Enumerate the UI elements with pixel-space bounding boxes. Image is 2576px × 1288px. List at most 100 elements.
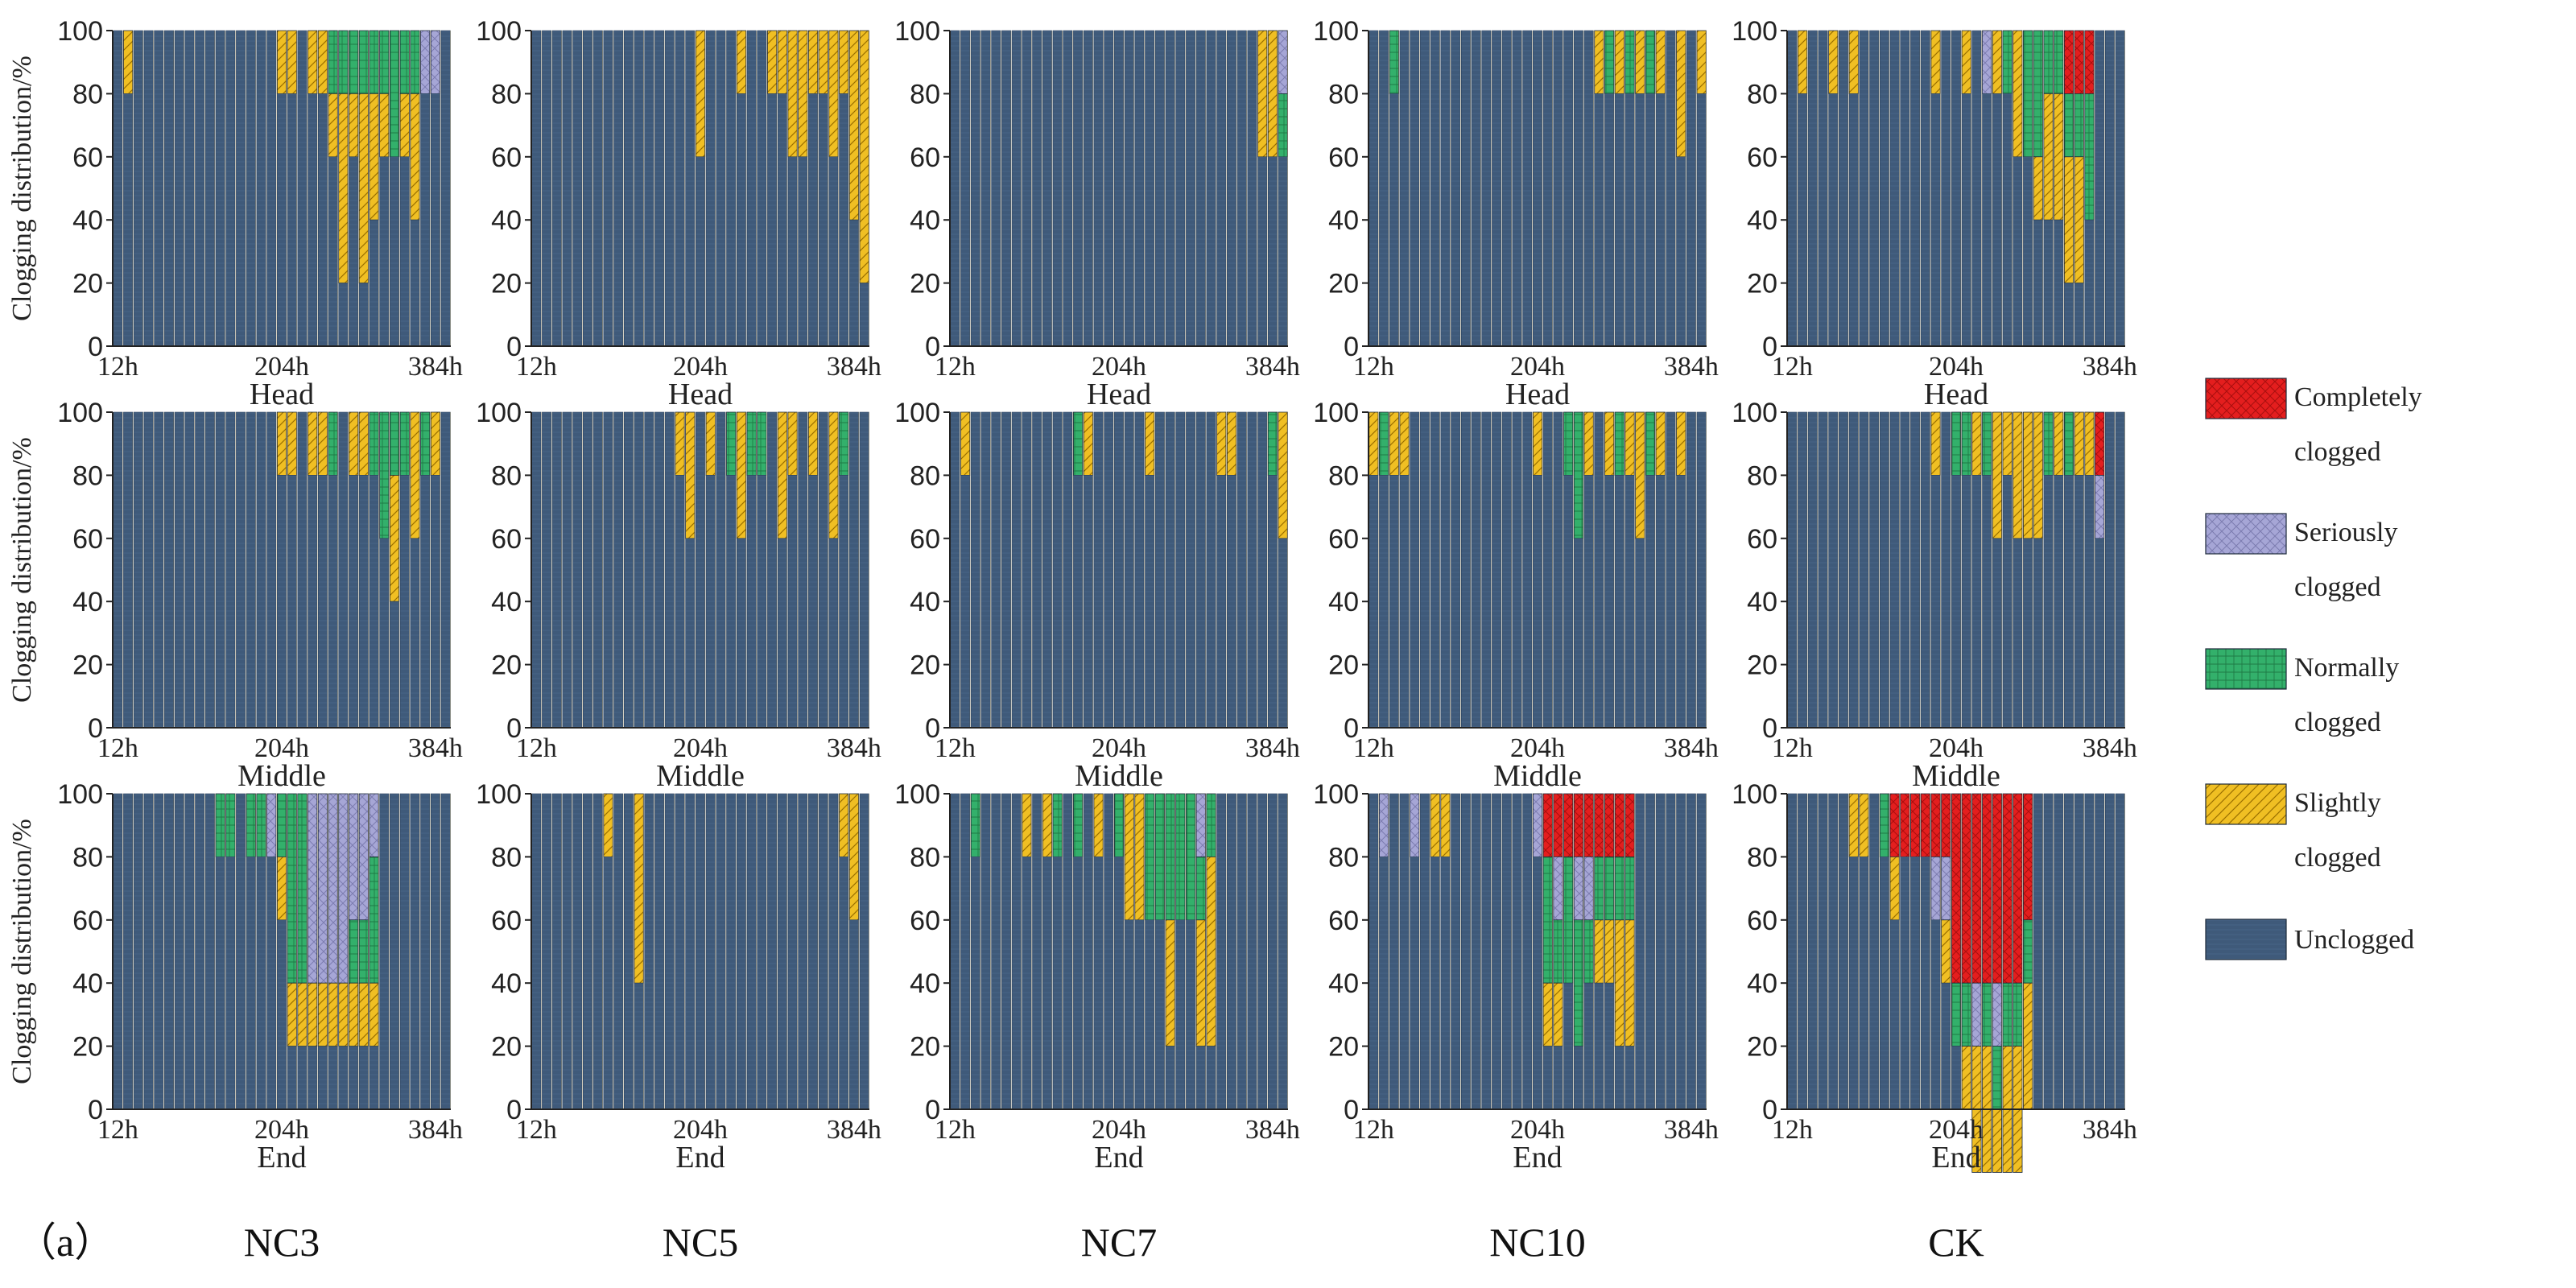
bar-segment-slightly (358, 93, 369, 283)
bar-segment-unclogged (1686, 30, 1696, 347)
bar-segment-unclogged (440, 30, 451, 347)
bar-segment-slightly (2023, 411, 2033, 539)
x-tick-label: 12h (1353, 1115, 1394, 1145)
x-tick-label: 384h (408, 1115, 463, 1145)
bar-segment-slightly (1022, 793, 1032, 857)
bar-segment-unclogged (1951, 1046, 1961, 1110)
bar-segment-completely (1889, 793, 1900, 857)
y-tick-label: 60 (910, 524, 940, 555)
bar-segment-unclogged (991, 411, 1001, 729)
bar-segment-unclogged (603, 857, 613, 1110)
bar-segment-unclogged (1982, 93, 1992, 347)
bar-segment-unclogged (1624, 475, 1635, 729)
bar-segment-unclogged (123, 793, 134, 1110)
bar-segment-unclogged (420, 93, 431, 347)
bar-segment-completely (1971, 793, 1982, 984)
bar-segment-unclogged (1614, 93, 1624, 347)
bar-segment-unclogged (2002, 475, 2013, 729)
bar-segment-slightly (1206, 857, 1216, 1047)
bar-segment-unclogged (1961, 93, 1971, 347)
x-tick-label: 204h (673, 352, 728, 382)
bar-segment-completely (1624, 793, 1635, 857)
bar-segment-normally (726, 411, 737, 476)
bar-segment-unclogged (328, 1046, 338, 1110)
bar-segment-unclogged (1992, 93, 2002, 347)
bar-segment-slightly (2074, 411, 2084, 476)
bar-segment-normally (1389, 30, 1399, 94)
bar-segment-unclogged (1124, 411, 1134, 729)
bar-segment-seriously (1410, 793, 1420, 857)
bar-segment-slightly (1430, 793, 1440, 857)
bar-segment-slightly (1930, 30, 1941, 94)
bar-segment-unclogged (859, 793, 869, 1110)
bar-segment-unclogged (1655, 475, 1666, 729)
bar-segment-normally (369, 857, 379, 984)
bar-segment-unclogged (2054, 793, 2064, 1110)
y-tick-label: 20 (491, 269, 522, 299)
bar-segment-slightly (1583, 411, 1594, 476)
bar-segment-unclogged (613, 793, 624, 1110)
bar-segment-unclogged (369, 475, 379, 729)
bar-segment-unclogged (1910, 411, 1921, 729)
bar-segment-slightly (1604, 411, 1615, 476)
bar-segment-unclogged (154, 793, 164, 1110)
bar-segment-unclogged (399, 475, 410, 729)
bar-segment-unclogged (634, 982, 644, 1110)
bar-segment-unclogged (675, 793, 685, 1110)
bar-segment-unclogged (991, 30, 1001, 347)
y-tick-label: 100 (1313, 779, 1359, 810)
y-tick-label: 100 (476, 398, 522, 428)
y-tick-label: 60 (910, 142, 940, 173)
x-tick-label: 12h (1772, 352, 1813, 382)
y-tick-label: 60 (1328, 906, 1359, 936)
bar-segment-unclogged (859, 411, 869, 729)
bar-segment-unclogged (746, 793, 757, 1110)
bar-segment-slightly (767, 30, 778, 94)
bar-segment-unclogged (1083, 475, 1093, 729)
x-tick-label: 12h (97, 1115, 138, 1145)
bar-segment-unclogged (143, 793, 154, 1110)
bar-segment-slightly (287, 411, 297, 476)
bar-segment-unclogged (379, 156, 390, 347)
y-tick-label: 20 (72, 650, 103, 681)
bar-segment-normally (389, 30, 400, 158)
bar-segment-unclogged (705, 793, 716, 1110)
bar-segment-slightly (1083, 411, 1093, 476)
bar-segment-unclogged (1828, 93, 1839, 347)
bar-segment-unclogged (1848, 93, 1859, 347)
bar-segment-unclogged (2084, 219, 2095, 347)
bar-segment-unclogged (1563, 475, 1574, 729)
bar-segment-unclogged (410, 793, 420, 1110)
bar-segment-slightly (828, 411, 839, 539)
bar-segment-slightly (2054, 93, 2064, 221)
bar-segment-unclogged (1961, 475, 1971, 729)
y-tick-label: 40 (1328, 968, 1359, 999)
bar-segment-unclogged (1573, 1046, 1583, 1110)
bar-segment-unclogged (1889, 411, 1900, 729)
bar-segment-unclogged (277, 919, 287, 1110)
bar-segment-unclogged (328, 475, 338, 729)
bar-segment-unclogged (1278, 156, 1288, 347)
bar-segment-unclogged (1389, 93, 1399, 347)
y-tick-label: 20 (910, 650, 940, 681)
bar-segment-slightly (1655, 411, 1666, 476)
bar-segment-unclogged (1696, 411, 1707, 729)
bar-segment-unclogged (1982, 475, 1992, 729)
bar-segment-completely (1900, 793, 1910, 857)
bar-segment-slightly (1992, 411, 2002, 539)
bar-segment-slightly (787, 411, 798, 476)
bar-segment-unclogged (980, 411, 991, 729)
bar-segment-unclogged (113, 30, 123, 347)
bar-segment-unclogged (675, 30, 685, 347)
bar-segment-unclogged (1848, 857, 1859, 1110)
legend-label-slightly: Slightly (2294, 788, 2381, 818)
bar-segment-unclogged (2023, 156, 2033, 347)
bar-segment-unclogged (297, 1046, 308, 1110)
panel-nc3-middle: 0 20 40 60 80 100 12h 204h 384h Middle (57, 398, 463, 793)
y-tick-label: 0 (925, 713, 940, 744)
bar-segment-unclogged (1430, 857, 1440, 1110)
y-tick-label: 60 (491, 142, 522, 173)
bar-segment-unclogged (1104, 411, 1114, 729)
bar-segment-normally (1961, 982, 1971, 1046)
y-tick-label: 40 (910, 587, 940, 617)
